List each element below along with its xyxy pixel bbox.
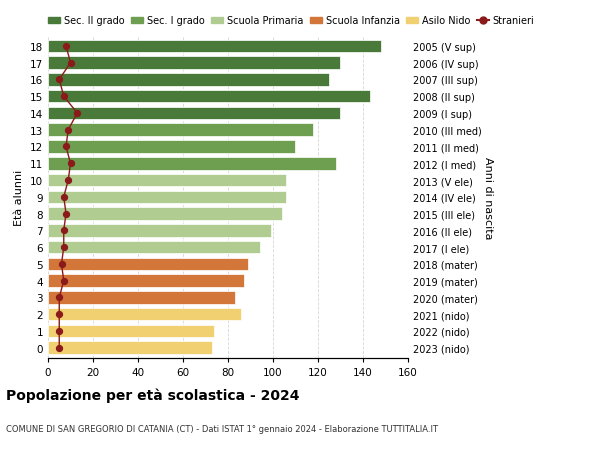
- Bar: [48, 141, 295, 153]
- Bar: [48, 57, 340, 70]
- Bar: [48, 107, 340, 120]
- Point: [59, 227, 68, 235]
- Point: [55, 311, 64, 318]
- Point: [59, 244, 68, 251]
- Bar: [48, 174, 286, 187]
- Bar: [48, 224, 271, 237]
- Bar: [48, 275, 244, 287]
- Point: [55, 344, 64, 352]
- Point: [64, 127, 73, 134]
- Point: [56, 261, 67, 268]
- Bar: [48, 208, 282, 220]
- Point: [73, 110, 82, 118]
- Bar: [48, 341, 212, 354]
- Point: [61, 43, 71, 50]
- Point: [66, 160, 76, 168]
- Bar: [48, 291, 235, 304]
- Bar: [48, 74, 329, 86]
- Bar: [48, 258, 248, 271]
- Point: [61, 144, 71, 151]
- Point: [59, 93, 68, 101]
- Point: [59, 277, 68, 285]
- Point: [55, 294, 64, 302]
- Legend: Sec. II grado, Sec. I grado, Scuola Primaria, Scuola Infanzia, Asilo Nido, Stran: Sec. II grado, Sec. I grado, Scuola Prim…: [44, 12, 538, 30]
- Bar: [48, 91, 370, 103]
- Bar: [48, 124, 313, 137]
- Text: COMUNE DI SAN GREGORIO DI CATANIA (CT) - Dati ISTAT 1° gennaio 2024 - Elaborazio: COMUNE DI SAN GREGORIO DI CATANIA (CT) -…: [6, 425, 438, 434]
- Bar: [48, 325, 215, 337]
- Point: [55, 328, 64, 335]
- Bar: [48, 157, 336, 170]
- Bar: [48, 308, 241, 321]
- Bar: [48, 241, 260, 254]
- Bar: [48, 40, 381, 53]
- Y-axis label: Anni di nascita: Anni di nascita: [483, 156, 493, 239]
- Bar: [48, 191, 286, 204]
- Point: [55, 77, 64, 84]
- Y-axis label: Età alunni: Età alunni: [14, 169, 25, 225]
- Point: [61, 210, 71, 218]
- Point: [66, 60, 76, 67]
- Point: [59, 194, 68, 201]
- Text: Popolazione per età scolastica - 2024: Popolazione per età scolastica - 2024: [6, 388, 299, 403]
- Point: [64, 177, 73, 185]
